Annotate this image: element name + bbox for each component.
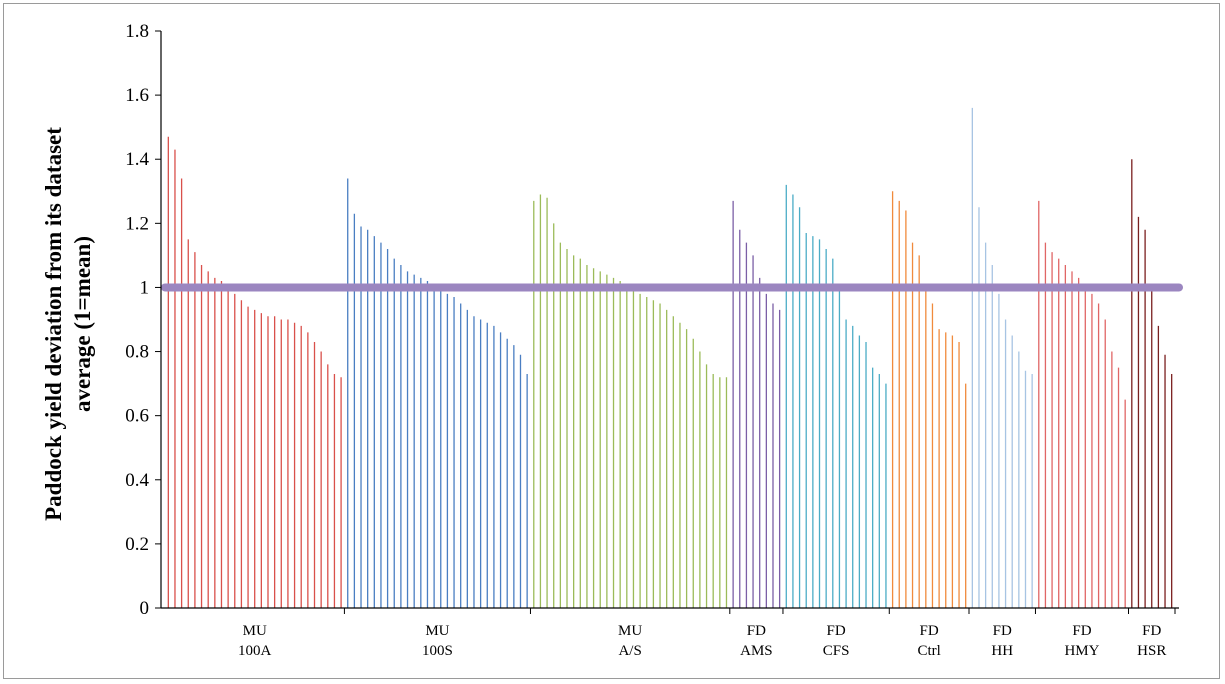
group-label-line2: 100A [238, 643, 272, 659]
y-tick-label: 1.4 [125, 149, 149, 170]
group-label-line2: HSR [1137, 643, 1166, 659]
axes [160, 31, 1179, 614]
y-tick-label: 0 [140, 598, 150, 619]
y-axis-ticks: 0 0.2 0.4 0.6 0.8 1 1.2 1.4 1.6 1.8 [125, 21, 161, 619]
group-label-line2: AMS [740, 643, 773, 659]
group-label-line2: Ctrl [917, 643, 940, 659]
group-label-line2: A/S [618, 643, 641, 659]
group-label-line1: FD [827, 623, 846, 639]
group-label-line1: FD [993, 623, 1012, 639]
group-label-line1: MU [425, 623, 449, 639]
group-labels: MU 100A MU 100S MU A/S FD AMS FD CFS FD Ctrl FD HH FD H… [238, 623, 1166, 659]
group-label-line2: HH [991, 643, 1013, 659]
y-tick-label: 0.8 [125, 342, 149, 363]
y-tick-label: 1.8 [125, 21, 149, 42]
group-label-line2: CFS [823, 643, 850, 659]
group-label-line2: 100S [422, 643, 453, 659]
group-label-line1: MU [243, 623, 267, 639]
bar-chart: 00.20.40.60.811.21.41.61.8 MU100AMU100SM… [41, 21, 1183, 659]
y-tick-label: 0.6 [125, 406, 149, 427]
y-tick-label: 0.4 [125, 470, 149, 491]
group-label-line1: FD [920, 623, 939, 639]
y-tick-label: 0.2 [125, 534, 149, 555]
y-tick-label: 1.6 [125, 85, 149, 106]
y-tick-label: 1.2 [125, 213, 149, 234]
bars [167, 107, 1173, 608]
group-label-line1: FD [747, 623, 766, 639]
group-label-line2: HMY [1064, 643, 1099, 659]
group-label-line1: FD [1072, 623, 1091, 639]
y-axis-title-line2: average (1=mean) [70, 236, 95, 412]
group-label-line1: FD [1142, 623, 1161, 639]
y-tick-label: 1 [140, 277, 150, 298]
chart-frame: 0 0.2 0.4 0.6 0.8 1 1.2 1.4 1.6 1.8 MU 100A MU 100S M… [3, 3, 1220, 679]
group-label-line1: MU [618, 623, 642, 639]
y-axis-title-line1: Paddock yield deviation from its dataset [41, 127, 66, 521]
